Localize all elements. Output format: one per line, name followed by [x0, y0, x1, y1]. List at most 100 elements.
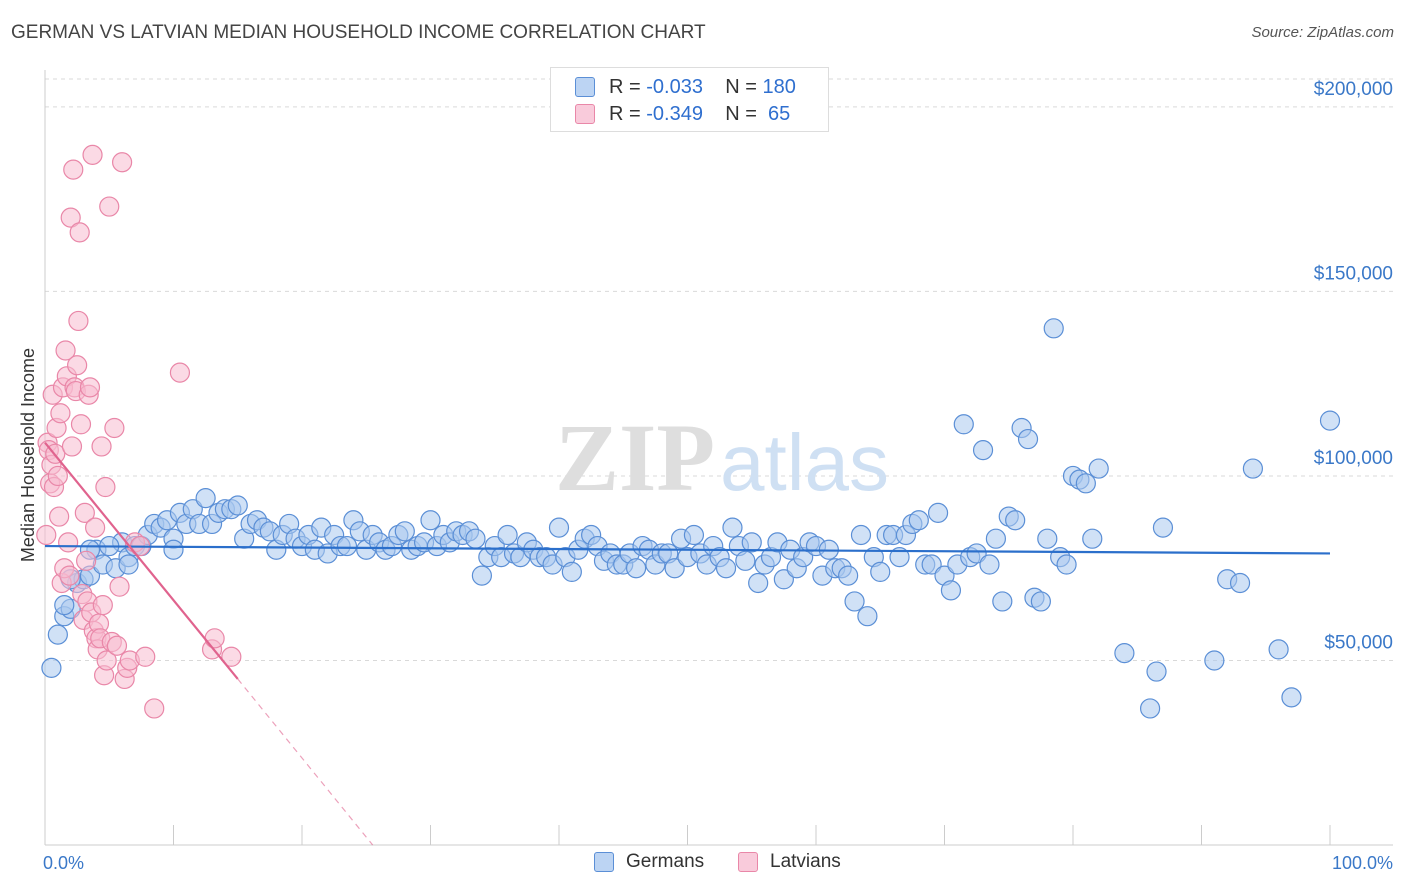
germans-point-164: [1139, 698, 1161, 719]
latvians-point-51: [106, 635, 128, 656]
watermark-atlas: atlas: [720, 418, 889, 507]
bottom-latvians-swatch: [738, 852, 758, 872]
legend-latvians-r-label: R =: [609, 103, 641, 125]
latvians-point-15: [55, 340, 76, 361]
bottom-germans-swatch: [594, 852, 614, 872]
latvians-point-24: [67, 355, 88, 376]
legend-latvians-n-value: 65: [762, 103, 791, 125]
germans-point-163: [1114, 642, 1135, 664]
legend-germans-n-label: N =: [725, 76, 757, 98]
germans-point-104: [715, 558, 737, 579]
latvians-trend-extension: [237, 678, 374, 846]
germans-point-151: [1017, 428, 1039, 450]
y-tick-label-3: $200,000: [1314, 79, 1393, 100]
germans-point-58: [420, 510, 441, 531]
germans-point-179: [163, 539, 184, 560]
germans-point-113: [773, 569, 794, 590]
chart-title: GERMAN VS LATVIAN MEDIAN HOUSEHOLD INCOM…: [11, 22, 706, 43]
latvians-trend-line: [44, 442, 239, 680]
germans-point-78: [548, 517, 570, 538]
germans-point-28: [227, 495, 248, 516]
legend-germans-r-label: R =: [609, 76, 641, 98]
latvians-point-43: [91, 436, 112, 457]
legend-germans-text: R = -0.033 N = 180: [609, 76, 796, 99]
latvians-point-34: [79, 377, 101, 398]
legend-latvians-text: R = -0.349 N = 65: [609, 103, 790, 126]
latvians-point-17: [58, 532, 79, 553]
germans-point-173: [1319, 410, 1341, 431]
bottom-germans-label: Germans: [626, 851, 705, 872]
legend-box: R = -0.033 N = 180 R = -0.349 N = 65: [550, 67, 829, 132]
germans-point-1: [47, 624, 68, 645]
germans-point-137: [927, 502, 949, 523]
germans-point-171: [1268, 639, 1289, 660]
y-tick-label-2: $150,000: [1314, 263, 1393, 284]
germans-point-154: [1037, 528, 1058, 549]
germans-point-125: [850, 524, 872, 546]
germans-point-124: [844, 591, 865, 612]
germans-point-155: [1043, 318, 1064, 339]
germans-point-174: [54, 595, 75, 616]
legend-latvians-n-label: N =: [725, 103, 757, 125]
latvians-point-10: [49, 506, 70, 527]
latvians-point-21: [63, 159, 84, 180]
latvians-point-53: [111, 152, 133, 173]
germans-point-128: [870, 561, 891, 583]
germans-point-80: [561, 561, 582, 583]
germans-point-145: [979, 554, 1000, 575]
germans-point-166: [1152, 517, 1174, 538]
latvians-swatch: [575, 104, 595, 124]
watermark-zip: ZIP: [555, 404, 715, 511]
latvians-point-11: [50, 403, 71, 424]
germans-swatch: [575, 77, 595, 97]
latvians-point-44: [92, 595, 113, 616]
germans-point-96: [664, 558, 685, 579]
y-tick-label-1: $100,000: [1314, 448, 1393, 469]
germans-point-65: [465, 528, 486, 549]
germans-point-162: [1088, 458, 1109, 479]
latvians-point-64: [221, 646, 242, 667]
source-label: Source: ZipAtlas.com: [1251, 24, 1394, 41]
y-tick-labels: $50,000 $100,000 $150,000 $200,000: [1314, 79, 1393, 654]
latvians-point-63: [204, 628, 225, 649]
legend-germans-n-value: 180: [762, 76, 796, 98]
germans-point-99: [683, 524, 705, 546]
germans-point-0: [41, 657, 62, 678]
germans-point-153: [1030, 591, 1051, 612]
latvians-point-31: [76, 550, 97, 571]
germans-point-126: [857, 606, 878, 627]
germans-point-160: [1075, 473, 1096, 494]
germans-point-172: [1281, 687, 1302, 708]
germans-point-149: [1005, 510, 1026, 531]
latvians-point-59: [135, 646, 156, 667]
latvians-point-60: [144, 698, 165, 719]
x-tick-label-0: 0.0%: [43, 853, 84, 873]
latvians-points: [36, 144, 242, 719]
bottom-latvians-label: Latvians: [770, 851, 841, 872]
latvians-point-30: [74, 502, 95, 523]
germans-point-144: [972, 440, 994, 461]
germans-point-139: [940, 580, 962, 601]
latvians-point-9: [47, 465, 68, 487]
y-axis-label: Median Household Income: [18, 348, 38, 562]
germans-point-54: [394, 521, 415, 542]
latvians-point-19: [60, 207, 81, 228]
legend-germans-r-value: -0.033: [646, 76, 703, 98]
germans-point-143: [966, 543, 987, 564]
latvians-point-0: [36, 524, 57, 546]
germans-point-161: [1082, 528, 1103, 549]
latvians-point-47: [96, 650, 117, 671]
germans-point-170: [1242, 458, 1264, 479]
x-tick-labels: 0.0% 100.0%: [43, 853, 1393, 873]
germans-point-178: [118, 554, 139, 575]
germans-point-108: [741, 532, 762, 553]
latvians-point-26: [69, 222, 90, 243]
trend-lines: [44, 442, 1331, 846]
germans-point-109: [748, 572, 769, 594]
latvians-point-61: [169, 362, 191, 383]
x-tick-label-1: 100.0%: [1332, 853, 1393, 873]
germans-point-165: [1146, 661, 1167, 682]
germans-point-105: [722, 517, 743, 538]
germans-point-146: [985, 528, 1007, 549]
